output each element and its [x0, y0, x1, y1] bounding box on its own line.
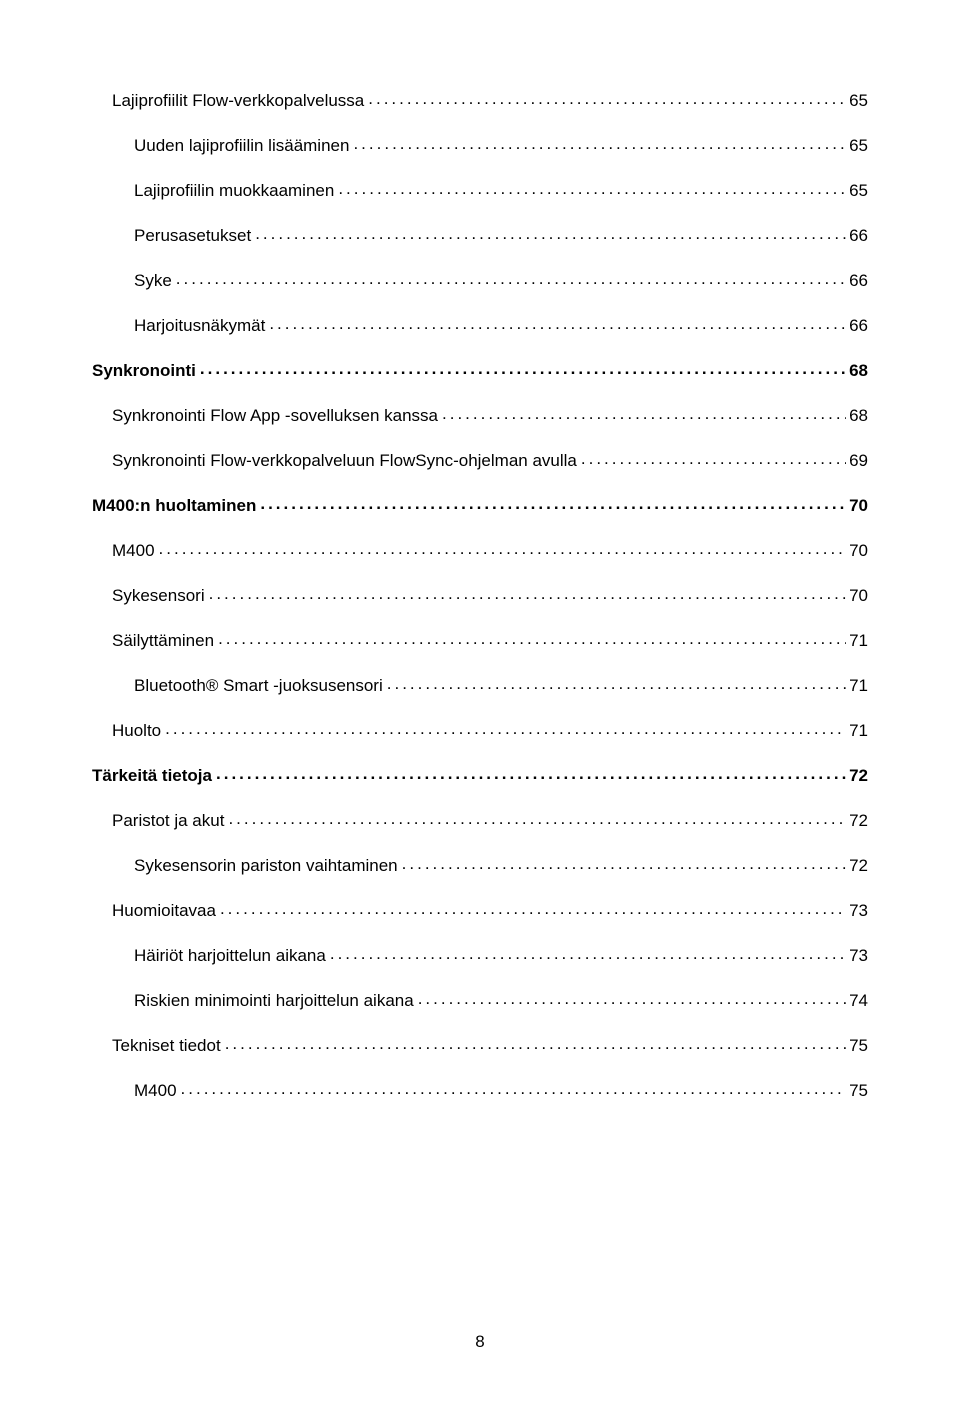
toc-label: Lajiprofiilin muokkaaminen — [134, 181, 338, 201]
toc-leader-dots — [218, 629, 846, 649]
toc-page-number: 72 — [846, 766, 868, 786]
toc-label: M400 — [134, 1081, 181, 1101]
toc-leader-dots — [176, 269, 846, 289]
toc-leader-dots — [225, 1034, 846, 1054]
toc-leader-dots — [181, 1079, 847, 1099]
toc-leader-dots — [220, 899, 846, 919]
toc-label: Tärkeitä tietoja — [92, 766, 216, 786]
toc-label: Huolto — [112, 721, 165, 741]
toc-entry: Synkronointi 68 — [92, 361, 868, 381]
toc-page-number: 65 — [846, 136, 868, 156]
toc-leader-dots — [387, 674, 846, 694]
toc-label: Sykesensori — [112, 586, 209, 606]
toc-page-number: 73 — [846, 946, 868, 966]
toc-label: Lajiprofiilit Flow-verkkopalvelussa — [112, 91, 368, 111]
toc-page-number: 73 — [846, 901, 868, 921]
toc-leader-dots — [338, 179, 846, 199]
toc-leader-dots — [581, 449, 846, 469]
toc-leader-dots — [200, 359, 846, 379]
toc-leader-dots — [442, 404, 846, 424]
toc-leader-dots — [330, 944, 846, 964]
toc-entry: Huomioitavaa 73 — [92, 901, 868, 921]
toc-entry: Säilyttäminen 71 — [92, 631, 868, 651]
toc-entry: Tärkeitä tietoja 72 — [92, 766, 868, 786]
toc-entry: M400 75 — [92, 1081, 868, 1101]
toc-page-number: 65 — [846, 91, 868, 111]
toc-entry: Paristot ja akut 72 — [92, 811, 868, 831]
toc-entry: Synkronointi Flow App -sovelluksen kanss… — [92, 406, 868, 426]
toc-label: Harjoitusnäkymät — [134, 316, 269, 336]
toc-page-number: 70 — [846, 586, 868, 606]
toc-leader-dots — [368, 89, 846, 109]
toc-page-number: 66 — [846, 271, 868, 291]
toc-label: Uuden lajiprofiilin lisääminen — [134, 136, 353, 156]
toc-label: Bluetooth® Smart -juoksusensori — [134, 676, 387, 696]
toc-entry: Riskien minimointi harjoittelun aikana 74 — [92, 991, 868, 1011]
toc-page-number: 75 — [846, 1081, 868, 1101]
toc-page-number: 74 — [846, 991, 868, 1011]
toc-list: Lajiprofiilit Flow-verkkopalvelussa65Uud… — [92, 91, 868, 1101]
toc-entry: M400:n huoltaminen 70 — [92, 496, 868, 516]
toc-label: Synkronointi Flow-verkkopalveluun FlowSy… — [112, 451, 581, 471]
toc-label: Syke — [134, 271, 176, 291]
toc-leader-dots — [402, 854, 846, 874]
toc-label: Tekniset tiedot — [112, 1036, 225, 1056]
toc-leader-dots — [255, 224, 846, 244]
toc-label: Sykesensorin pariston vaihtaminen — [134, 856, 402, 876]
toc-entry: Tekniset tiedot 75 — [92, 1036, 868, 1056]
toc-page-number: 66 — [846, 316, 868, 336]
toc-label: Perusasetukset — [134, 226, 255, 246]
toc-label: Häiriöt harjoittelun aikana — [134, 946, 330, 966]
toc-label: Synkronointi — [92, 361, 200, 381]
toc-entry: Sykesensorin pariston vaihtaminen 72 — [92, 856, 868, 876]
toc-page-number: 71 — [846, 721, 868, 741]
toc-label: Synkronointi Flow App -sovelluksen kanss… — [112, 406, 442, 426]
toc-entry: Huolto 71 — [92, 721, 868, 741]
toc-leader-dots — [260, 494, 846, 514]
toc-label: Huomioitavaa — [112, 901, 220, 921]
toc-page-number: 75 — [846, 1036, 868, 1056]
toc-entry: Harjoitusnäkymät 66 — [92, 316, 868, 336]
toc-entry: Uuden lajiprofiilin lisääminen 65 — [92, 136, 868, 156]
toc-page-number: 71 — [846, 631, 868, 651]
toc-leader-dots — [165, 719, 846, 739]
toc-label: M400 — [112, 541, 159, 561]
toc-entry: Lajiprofiilin muokkaaminen 65 — [92, 181, 868, 201]
toc-page-number: 70 — [846, 541, 868, 561]
toc-leader-dots — [209, 584, 846, 604]
toc-page-number: 68 — [846, 361, 868, 381]
toc-entry: Synkronointi Flow-verkkopalveluun FlowSy… — [92, 451, 868, 471]
toc-page-number: 72 — [846, 856, 868, 876]
toc-entry: Sykesensori 70 — [92, 586, 868, 606]
toc-entry: Lajiprofiilit Flow-verkkopalvelussa 65 — [92, 91, 868, 111]
toc-page: Lajiprofiilit Flow-verkkopalvelussa65Uud… — [0, 0, 960, 1101]
toc-page-number: 70 — [846, 496, 868, 516]
toc-page-number: 69 — [846, 451, 868, 471]
toc-entry: M400 70 — [92, 541, 868, 561]
toc-leader-dots — [159, 539, 847, 559]
toc-label: M400:n huoltaminen — [92, 496, 260, 516]
toc-entry: Perusasetukset 66 — [92, 226, 868, 246]
toc-page-number: 65 — [846, 181, 868, 201]
toc-page-number: 72 — [846, 811, 868, 831]
toc-leader-dots — [269, 314, 846, 334]
toc-page-number: 68 — [846, 406, 868, 426]
toc-label: Riskien minimointi harjoittelun aikana — [134, 991, 418, 1011]
toc-leader-dots — [216, 764, 846, 784]
toc-leader-dots — [228, 809, 846, 829]
toc-entry: Bluetooth® Smart -juoksusensori 71 — [92, 676, 868, 696]
toc-label: Paristot ja akut — [112, 811, 228, 831]
toc-entry: Häiriöt harjoittelun aikana 73 — [92, 946, 868, 966]
toc-page-number: 71 — [846, 676, 868, 696]
toc-page-number: 66 — [846, 226, 868, 246]
toc-label: Säilyttäminen — [112, 631, 218, 651]
page-number: 8 — [0, 1332, 960, 1352]
toc-leader-dots — [418, 989, 846, 1009]
toc-entry: Syke 66 — [92, 271, 868, 291]
toc-leader-dots — [353, 134, 846, 154]
